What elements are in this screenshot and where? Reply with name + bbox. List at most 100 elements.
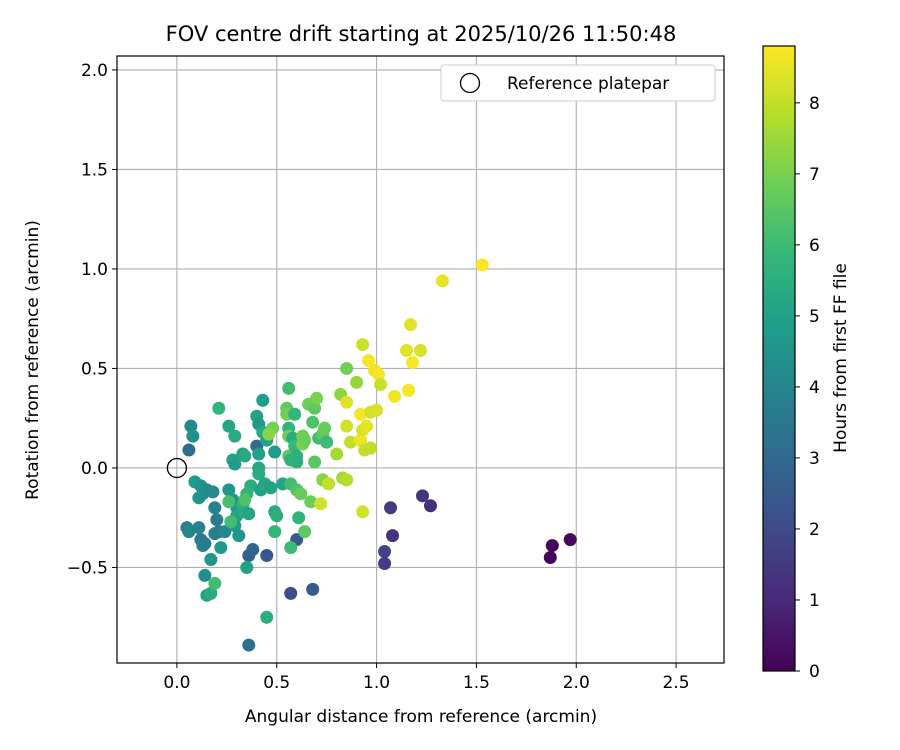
x-tick-label: 1.0 bbox=[363, 673, 390, 693]
data-point bbox=[284, 586, 298, 600]
data-point bbox=[308, 401, 322, 415]
data-point bbox=[218, 525, 232, 539]
data-point bbox=[340, 361, 354, 375]
data-point bbox=[182, 443, 196, 457]
data-point bbox=[184, 419, 198, 433]
data-point bbox=[260, 610, 274, 624]
colorbar-tick-label: 2 bbox=[809, 520, 820, 540]
data-point bbox=[306, 415, 320, 429]
x-tick-label: 0.0 bbox=[163, 673, 190, 693]
data-point bbox=[182, 525, 196, 539]
colorbar: 0 1 2 3 4 5 6 7 8 Hours from first FF file bbox=[762, 45, 851, 682]
data-point bbox=[214, 541, 228, 555]
data-point bbox=[543, 551, 557, 565]
data-point bbox=[356, 505, 370, 519]
data-point bbox=[314, 497, 328, 511]
data-point bbox=[415, 489, 429, 503]
data-point bbox=[252, 447, 266, 461]
y-tick-label: 1.0 bbox=[81, 260, 108, 280]
data-point bbox=[310, 391, 324, 405]
data-point bbox=[192, 521, 206, 535]
colorbar-tick-label: 3 bbox=[809, 449, 820, 469]
data-point bbox=[268, 445, 282, 459]
data-point bbox=[356, 338, 370, 352]
colorbar-tick-label: 0 bbox=[809, 662, 820, 682]
plot-frame bbox=[116, 55, 725, 664]
data-point bbox=[204, 553, 218, 567]
data-point bbox=[222, 495, 236, 509]
data-point bbox=[384, 501, 398, 515]
data-point bbox=[400, 344, 414, 358]
data-point bbox=[364, 441, 378, 455]
data-point bbox=[238, 493, 252, 507]
data-point bbox=[563, 533, 577, 547]
colorbar-tick-label: 5 bbox=[809, 307, 820, 327]
data-point bbox=[242, 638, 256, 652]
colorbar-tick-label: 7 bbox=[809, 165, 820, 185]
legend-marker bbox=[459, 72, 481, 94]
data-point bbox=[186, 429, 200, 443]
y-tick-label: 0.0 bbox=[81, 459, 108, 479]
x-tick-label: 2.5 bbox=[663, 673, 690, 693]
colorbar-label: Hours from first FF file bbox=[831, 263, 851, 453]
data-point bbox=[204, 586, 218, 600]
data-point bbox=[284, 541, 298, 555]
data-point bbox=[232, 529, 246, 543]
data-point bbox=[238, 449, 252, 463]
data-point bbox=[330, 447, 344, 461]
data-point bbox=[252, 467, 266, 481]
x-axis-label: Angular distance from reference (arcmin) bbox=[245, 707, 597, 727]
data-point bbox=[198, 537, 212, 551]
legend: Reference platepar bbox=[440, 64, 716, 102]
data-point bbox=[404, 318, 418, 332]
data-point bbox=[318, 421, 332, 435]
data-point bbox=[320, 435, 334, 449]
data-point bbox=[340, 473, 354, 487]
data-point bbox=[306, 582, 320, 596]
legend-box bbox=[440, 64, 716, 102]
data-point bbox=[340, 395, 354, 409]
data-point bbox=[435, 274, 449, 288]
data-point bbox=[360, 419, 374, 433]
y-tick-label: −0.5 bbox=[67, 558, 108, 578]
x-tick-label: 0.5 bbox=[263, 673, 290, 693]
data-point bbox=[224, 515, 238, 529]
data-point bbox=[370, 403, 384, 417]
data-point bbox=[388, 389, 402, 403]
data-point bbox=[304, 495, 318, 509]
data-point bbox=[354, 407, 368, 421]
data-point bbox=[406, 355, 420, 369]
plot-area bbox=[117, 56, 724, 663]
data-point bbox=[198, 568, 212, 582]
data-point bbox=[282, 381, 296, 395]
data-point bbox=[260, 549, 274, 563]
legend-label: Reference platepar bbox=[507, 74, 669, 94]
data-point bbox=[344, 435, 358, 449]
data-point bbox=[378, 545, 392, 559]
data-point bbox=[228, 457, 242, 471]
data-point bbox=[222, 483, 236, 497]
data-point bbox=[288, 407, 302, 421]
data-point bbox=[298, 525, 312, 539]
x-tick-label: 1.5 bbox=[463, 673, 490, 693]
data-point bbox=[264, 481, 278, 495]
data-point bbox=[340, 419, 354, 433]
data-point bbox=[208, 576, 222, 590]
colorbar-tick-label: 1 bbox=[809, 591, 820, 611]
data-point bbox=[212, 401, 226, 415]
data-point bbox=[308, 455, 322, 469]
data-point bbox=[228, 429, 242, 443]
data-point bbox=[240, 560, 254, 574]
data-point bbox=[208, 501, 222, 515]
colorbar-gradient bbox=[762, 45, 796, 672]
data-point bbox=[206, 485, 220, 499]
data-point bbox=[222, 419, 236, 433]
data-point bbox=[350, 375, 364, 389]
y-tick-label: 0.5 bbox=[81, 359, 108, 379]
data-point bbox=[475, 258, 489, 272]
chart-title: FOV centre drift starting at 2025/10/26 … bbox=[166, 22, 677, 46]
data-point bbox=[423, 499, 437, 513]
data-point bbox=[210, 513, 224, 527]
data-point bbox=[322, 477, 336, 491]
